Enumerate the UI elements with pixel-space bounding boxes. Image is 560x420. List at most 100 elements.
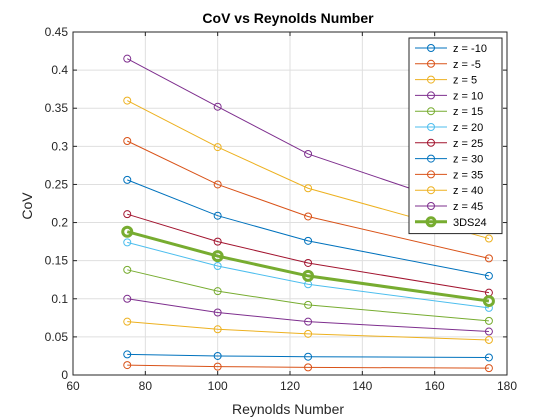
legend-label: z = 30	[453, 154, 483, 166]
data-point	[123, 361, 132, 370]
data-point	[484, 364, 493, 373]
legend-item[interactable]: z = -5	[415, 59, 481, 71]
data-point	[304, 317, 313, 326]
data-point	[304, 184, 313, 193]
legend-item[interactable]: z = 5	[415, 75, 477, 87]
data-point	[304, 352, 313, 361]
legend-marker	[427, 202, 435, 210]
legend-marker	[427, 186, 435, 195]
legend-box	[408, 37, 503, 235]
x-axis-label: Reynolds Number	[232, 401, 344, 417]
y-tick-label: 0.2	[51, 216, 68, 230]
series-5	[123, 265, 493, 325]
series-12	[121, 225, 495, 308]
data-point	[123, 238, 132, 247]
x-tick-label: 140	[352, 379, 372, 393]
legend-item[interactable]: 3DS24	[415, 216, 487, 229]
series-line	[127, 100, 490, 240]
data-point	[213, 143, 222, 152]
data-point	[211, 250, 224, 263]
data-point	[484, 353, 493, 362]
data-point	[123, 294, 132, 303]
axis-ticks: 60 80 100 120 140 160 180 0 0.05 0.1 0.15 0.2 0.25 0.…	[45, 25, 518, 393]
data-point	[213, 362, 222, 371]
legend-label: z = 5	[453, 75, 477, 87]
legend-item[interactable]: z = 40	[415, 185, 483, 197]
legend-marker	[427, 91, 435, 100]
data-point	[304, 212, 313, 221]
legend-label: z = 25	[453, 138, 483, 150]
series-line	[127, 213, 490, 294]
data-point	[484, 335, 493, 344]
legend-label: z = 40	[453, 185, 483, 197]
legend-item[interactable]: z = 35	[415, 169, 483, 181]
series-line	[127, 298, 489, 333]
legend-item[interactable]: z = 30	[415, 154, 483, 166]
legend-label: z = 45	[453, 201, 483, 213]
legend-item[interactable]: z = 20	[415, 122, 483, 134]
series-line	[127, 321, 489, 341]
data-point	[213, 287, 222, 296]
legend-label: z = 15	[453, 106, 483, 118]
data-point	[213, 351, 222, 360]
data-point	[123, 175, 132, 184]
series-7	[123, 210, 493, 297]
data-point	[123, 317, 132, 326]
data-point	[123, 210, 132, 219]
data-point	[484, 271, 493, 280]
series-4	[123, 294, 493, 336]
series-line	[127, 58, 490, 216]
x-tick-label: 120	[280, 379, 300, 393]
y-tick-label: 0.35	[45, 101, 69, 115]
x-tick-label: 180	[497, 379, 517, 393]
data-point	[213, 180, 222, 189]
data-point	[302, 269, 315, 282]
data-point	[304, 329, 313, 338]
data-point	[123, 54, 132, 63]
series-10	[123, 96, 493, 243]
chart-title: CoV vs Reynolds Number	[202, 10, 374, 26]
y-tick-label: 0.45	[45, 25, 69, 39]
legend-marker	[427, 59, 435, 68]
legend-label: z = 20	[453, 122, 483, 134]
data-point	[123, 96, 132, 105]
legend-marker	[427, 170, 435, 179]
y-axis-label: CoV	[19, 192, 35, 220]
data-point	[484, 316, 493, 325]
legend-item[interactable]: z = 25	[415, 138, 483, 150]
series-line	[127, 364, 489, 369]
legend-item[interactable]: z = 15	[415, 106, 483, 118]
legend-marker	[427, 138, 435, 147]
y-tick-label: 0.4	[51, 63, 68, 77]
legend-item[interactable]: z = -10	[415, 43, 487, 55]
legend[interactable]: z = -10 z = -5 z = 5 z = 10 z = 15 z = 20 z = …	[408, 37, 503, 235]
y-tick-label: 0.15	[45, 254, 69, 268]
x-tick-label: 80	[139, 379, 153, 393]
y-tick-label: 0	[61, 368, 68, 382]
data-point	[304, 258, 313, 267]
series-layer	[121, 54, 495, 373]
data-point	[121, 225, 134, 238]
series-9	[123, 136, 493, 263]
data-point	[304, 300, 313, 309]
data-point	[123, 265, 132, 274]
series-line	[127, 353, 489, 358]
legend-label: z = 10	[453, 90, 483, 102]
y-tick-label: 0.25	[45, 177, 69, 191]
legend-item[interactable]: z = 45	[415, 201, 483, 213]
data-point	[213, 211, 222, 220]
series-3	[123, 317, 493, 344]
legend-label: 3DS24	[453, 217, 487, 229]
series-1	[123, 350, 493, 362]
legend-marker	[427, 107, 435, 116]
y-tick-label: 0.1	[51, 292, 68, 306]
data-point	[484, 234, 493, 243]
data-point	[213, 262, 222, 271]
data-point	[213, 237, 222, 246]
legend-item[interactable]: z = 10	[415, 90, 483, 102]
legend-label: z = -10	[453, 43, 487, 55]
x-tick-label: 160	[425, 379, 445, 393]
legend-marker	[427, 123, 435, 131]
series-8	[123, 175, 493, 280]
